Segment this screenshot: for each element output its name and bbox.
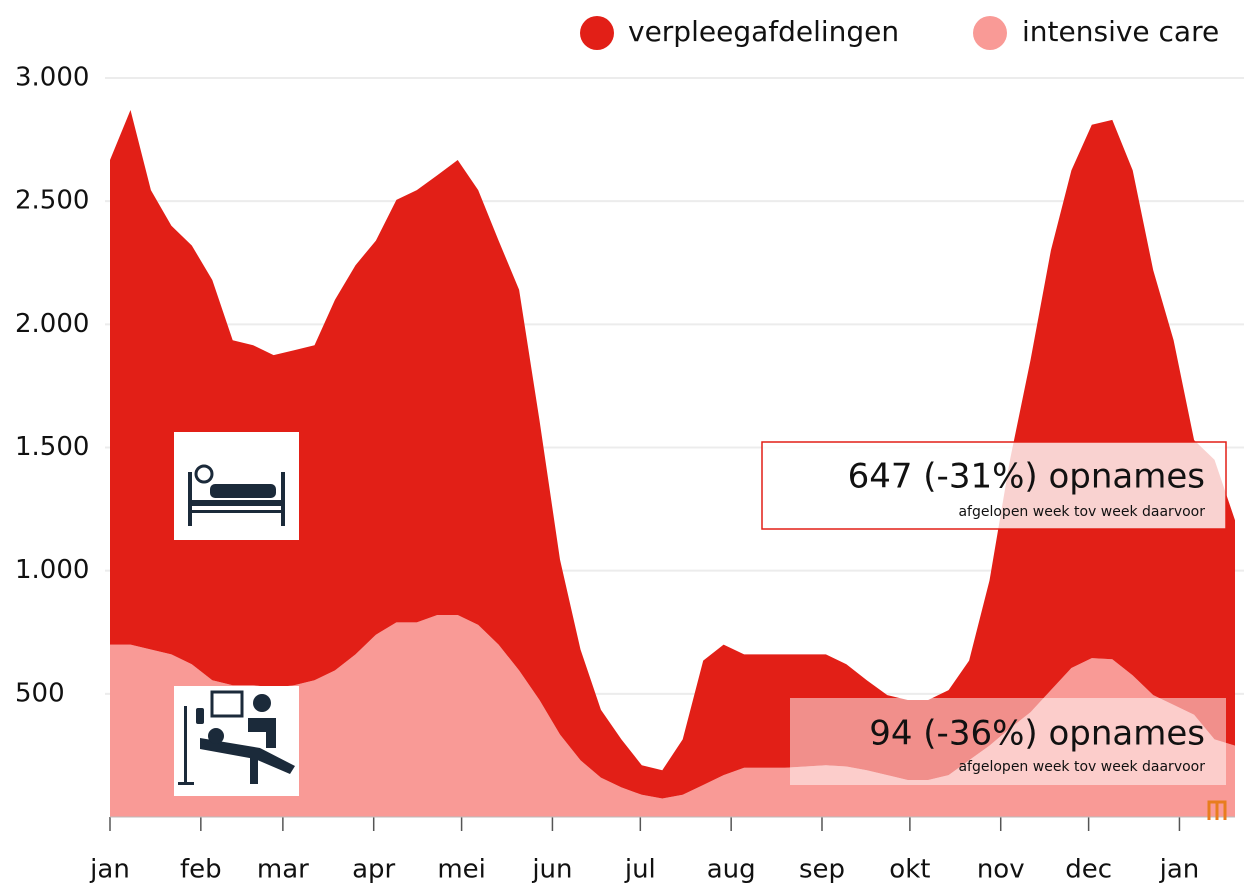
y-tick-label: 1.000 [15, 555, 89, 585]
x-tick-label: jul [624, 855, 656, 885]
y-tick-label: 3.000 [15, 63, 89, 93]
annotation-title: 94 (-36%) opnames [869, 714, 1205, 754]
x-tick-label: sep [799, 855, 845, 885]
bracket [1207, 800, 1227, 820]
x-tick-label: okt [889, 855, 930, 885]
annotation-subtitle: afgelopen week tov week daarvoor [958, 504, 1205, 520]
y-tick-label: 2.500 [15, 186, 89, 216]
icu-icon [174, 686, 299, 796]
x-tick-label: dec [1065, 855, 1112, 885]
y-tick-label: 2.000 [15, 309, 89, 339]
area [110, 110, 1235, 799]
annotations: 647 (-31%) opnames afgelopen week tov wee… [761, 441, 1227, 785]
x-tick-label: jan [1159, 855, 1200, 885]
annotation-title: 647 (-31%) opnames [848, 457, 1205, 497]
legend-swatch [973, 16, 1007, 50]
y-tick-label: 1.500 [15, 432, 89, 462]
legend-swatch [580, 16, 614, 50]
annotation-box [790, 698, 1226, 785]
y-tick-label: 500 [15, 678, 65, 708]
legend: intensive care verpleegafdelingen [580, 15, 1219, 50]
x-tick-label: jun [531, 855, 572, 885]
annotation-box [761, 441, 1227, 530]
x-tick-label: feb [180, 855, 222, 885]
legend-label: intensive care [1022, 15, 1219, 48]
area [110, 615, 1235, 817]
x-tick-label: jan [89, 855, 130, 885]
annotation-subtitle: afgelopen week tov week daarvoor [958, 759, 1205, 775]
x-tick-label: nov [977, 855, 1025, 885]
bed-icon [174, 432, 299, 540]
axes: 500 1.000 1.500 2.000 2.500 3.000 jan feb mar apr… [15, 63, 1235, 885]
legend-label: verpleegafdelingen [628, 15, 899, 48]
x-tick-label: apr [352, 855, 395, 885]
x-tick-label: mar [257, 855, 309, 885]
areas [110, 110, 1235, 817]
x-tick-label: aug [707, 855, 756, 885]
x-tick-label: mei [437, 855, 486, 885]
